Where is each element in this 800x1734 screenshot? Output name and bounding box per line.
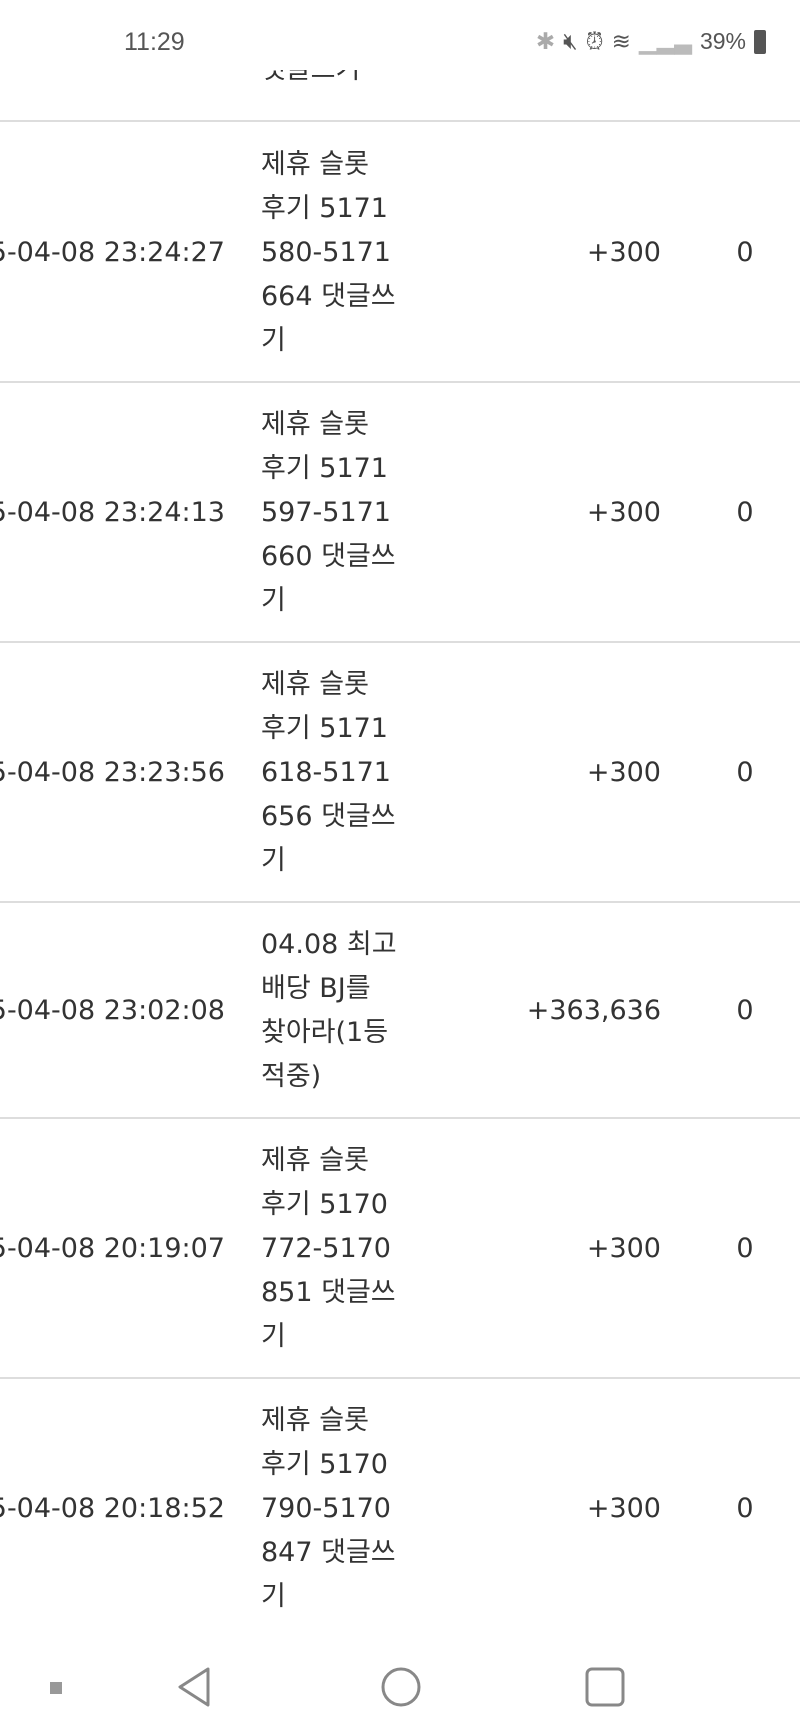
status-icons: ✱ 🔇︎ ⏰︎ ≋ ▁▂▃ 39% xyxy=(536,28,766,55)
row-date: 5-04-08 23:24:27 xyxy=(0,236,225,268)
alarm-icon: ⏰︎ xyxy=(585,28,604,54)
recents-dot-icon[interactable] xyxy=(50,1682,62,1694)
row-balance: 0 xyxy=(736,236,754,268)
table-row[interactable]: 5-04-08 20:19:07 제휴 슬롯 후기 5170772-517085… xyxy=(0,1117,800,1379)
row-amount: +300 xyxy=(586,497,661,528)
partial-row-title: 댓글쓰기 xyxy=(261,70,360,100)
row-title: 제휴 슬롯 후기 5170772-5170851 댓글쓰기 xyxy=(261,1145,396,1352)
battery-icon xyxy=(754,29,766,54)
overview-icon[interactable] xyxy=(584,1666,626,1708)
wifi-icon: ≋ xyxy=(611,28,631,54)
row-date: 5-04-08 23:02:08 xyxy=(0,995,225,1026)
row-title: 제휴 슬롯 후기 5171618-5171656 댓글쓰기 xyxy=(261,669,396,876)
battery-percent: 39% xyxy=(699,28,746,54)
row-balance: 0 xyxy=(736,757,754,788)
row-balance: 0 xyxy=(736,497,754,528)
table-row[interactable]: 5-04-08 20:18:52 제휴 슬롯 후기 5170790-517084… xyxy=(0,1377,800,1639)
clock: 11:29 xyxy=(124,28,185,56)
row-date: 5-04-08 23:24:13 xyxy=(0,497,225,528)
row-date: 5-04-08 20:19:07 xyxy=(0,1233,225,1264)
signal-icon: ▁▂▃ xyxy=(638,28,692,54)
row-balance: 0 xyxy=(736,1493,754,1524)
row-title: 제휴 슬롯 후기 5170790-5170847 댓글쓰기 xyxy=(261,1405,396,1612)
status-bar: 11:29 ✱ 🔇︎ ⏰︎ ≋ ▁▂▃ 39% xyxy=(0,0,800,90)
row-balance: 0 xyxy=(736,995,754,1026)
row-title: 제휴 슬롯 후기 5171597-5171660 댓글쓰기 xyxy=(261,409,396,616)
row-amount: +300 xyxy=(586,1493,661,1524)
row-amount: +300 xyxy=(586,757,661,788)
row-title: 04.08 최고 배당 BJ를 찾아라(1등 적중) xyxy=(261,929,397,1092)
table-row[interactable]: 5-04-08 23:24:27 제휴 슬롯 후기 5171580-517166… xyxy=(0,120,800,383)
row-date: 5-04-08 20:18:52 xyxy=(0,1493,225,1524)
row-balance: 0 xyxy=(736,1233,754,1264)
table-row[interactable]: 5-04-08 23:24:13 제휴 슬롯 후기 5171597-517166… xyxy=(0,381,800,643)
table-row[interactable]: 5-04-08 23:02:08 04.08 최고 배당 BJ를 찾아라(1등 … xyxy=(0,901,800,1119)
bluetooth-icon: ✱ xyxy=(535,28,556,54)
home-icon[interactable] xyxy=(380,1666,422,1708)
back-icon[interactable] xyxy=(176,1666,212,1708)
table-row[interactable]: 5-04-08 23:23:56 제휴 슬롯 후기 5171618-517165… xyxy=(0,641,800,903)
row-title: 제휴 슬롯 후기 5171580-5171664 댓글쓰기 xyxy=(261,148,396,356)
row-amount: +300 xyxy=(586,236,661,268)
navigation-bar xyxy=(0,1640,800,1734)
mute-vibrate-icon: 🔇︎ xyxy=(563,28,578,54)
row-date: 5-04-08 23:23:56 xyxy=(0,757,225,788)
row-amount: +300 xyxy=(586,1233,661,1264)
row-amount: +363,636 xyxy=(526,995,661,1026)
